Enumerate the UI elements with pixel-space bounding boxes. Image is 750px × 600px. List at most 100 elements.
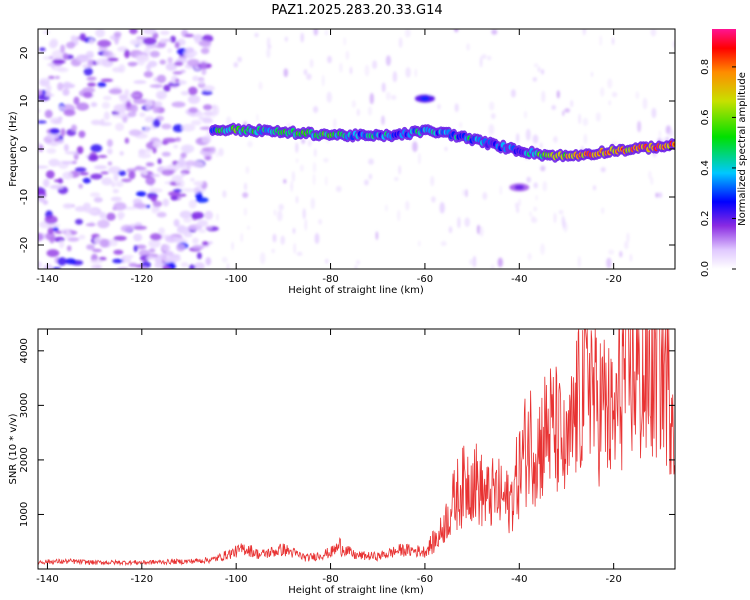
noise-blob (97, 82, 107, 88)
figure-title: PAZ1.2025.283.20.33.G14 (271, 3, 442, 18)
noise-blob (45, 84, 52, 93)
noise-blob (570, 100, 574, 108)
noise-blob (313, 106, 319, 113)
noise-blob (591, 71, 593, 78)
noise-blob (169, 35, 177, 43)
noise-blob (381, 115, 385, 126)
noise-blob (145, 176, 156, 186)
noise-blob (122, 115, 128, 123)
noise-blob (49, 56, 54, 60)
noise-blob (606, 257, 612, 269)
noise-blob (516, 133, 520, 144)
noise-blob (339, 62, 343, 73)
noise-blob (63, 109, 76, 117)
noise-blob (287, 123, 291, 128)
noise-blob (168, 82, 181, 86)
x-tick-label: -80 (322, 574, 338, 585)
noise-blob (205, 257, 212, 266)
noise-blob (611, 91, 618, 98)
noise-blob (124, 49, 130, 59)
noise-blob (431, 196, 436, 203)
noise-blob (162, 264, 171, 269)
noise-blob (313, 173, 316, 186)
noise-blob (38, 232, 44, 242)
noise-blob (181, 123, 196, 132)
noise-blob (313, 162, 316, 173)
noise-blob (47, 227, 54, 235)
noise-blob (186, 166, 191, 170)
noise-blob (258, 81, 263, 91)
noise-blob (561, 215, 565, 227)
noise-blob (541, 69, 545, 75)
noise-blob (133, 225, 148, 230)
noise-blob (194, 262, 205, 269)
noise-blob (280, 235, 285, 245)
noise-blob (542, 181, 547, 192)
noise-blob (87, 58, 94, 68)
noise-blob (138, 153, 151, 159)
noise-blob (318, 219, 322, 225)
noise-blob (491, 263, 495, 269)
noise-blob (90, 259, 103, 264)
noise-blob (526, 176, 531, 183)
noise-blob (149, 188, 163, 193)
noise-blob (57, 177, 64, 184)
noise-blob (62, 171, 74, 180)
noise-blob (60, 128, 66, 137)
noise-blob (143, 71, 154, 78)
noise-blob (82, 202, 91, 211)
noise-blob (98, 256, 107, 261)
noise-blob (145, 102, 151, 111)
noise-blob (392, 71, 398, 83)
noise-blob (368, 158, 374, 165)
noise-blob (175, 78, 180, 83)
noise-blob (488, 124, 495, 136)
noise-blob (537, 66, 541, 73)
noise-blob (49, 236, 55, 244)
noise-blob (63, 144, 69, 152)
noise-blob (368, 106, 372, 116)
noise-blob (184, 33, 195, 38)
noise-blob (173, 144, 179, 149)
noise-blob (397, 209, 401, 222)
noise-blob (115, 181, 124, 188)
noise-blob (52, 66, 66, 71)
noise-blob (577, 255, 581, 268)
noise-blob (290, 181, 293, 192)
noise-blob (106, 139, 113, 148)
noise-blob (381, 82, 386, 93)
y-tick-label: 20 (19, 47, 30, 60)
noise-blob (608, 249, 615, 255)
noise-blob (196, 219, 209, 227)
noise-blob (304, 219, 307, 231)
noise-blob (46, 249, 60, 257)
noise-blob (191, 211, 205, 220)
noise-blob (38, 261, 43, 269)
noise-blob (600, 87, 605, 97)
noise-blob (295, 195, 299, 204)
x-tick-label: -140 (36, 574, 59, 585)
noise-blob (97, 219, 110, 229)
noise-blob (658, 192, 663, 198)
noise-blob (398, 165, 402, 175)
noise-blob (126, 100, 131, 108)
noise-blob (583, 133, 588, 145)
noise-blob (113, 235, 127, 241)
noise-blob (351, 100, 356, 108)
noise-blob (201, 90, 213, 96)
noise-blob (180, 144, 195, 154)
noise-blob (278, 203, 284, 211)
noise-blob (174, 41, 180, 49)
noise-blob (89, 192, 101, 197)
noise-blob (204, 210, 213, 220)
noise-blob (146, 204, 151, 209)
noise-blob (65, 258, 76, 265)
noise-blob (607, 78, 613, 89)
noise-blob (201, 135, 212, 144)
x-tick-label: -140 (36, 274, 59, 285)
noise-blob (160, 30, 170, 35)
noise-blob (162, 137, 177, 143)
noise-blob (76, 102, 90, 111)
